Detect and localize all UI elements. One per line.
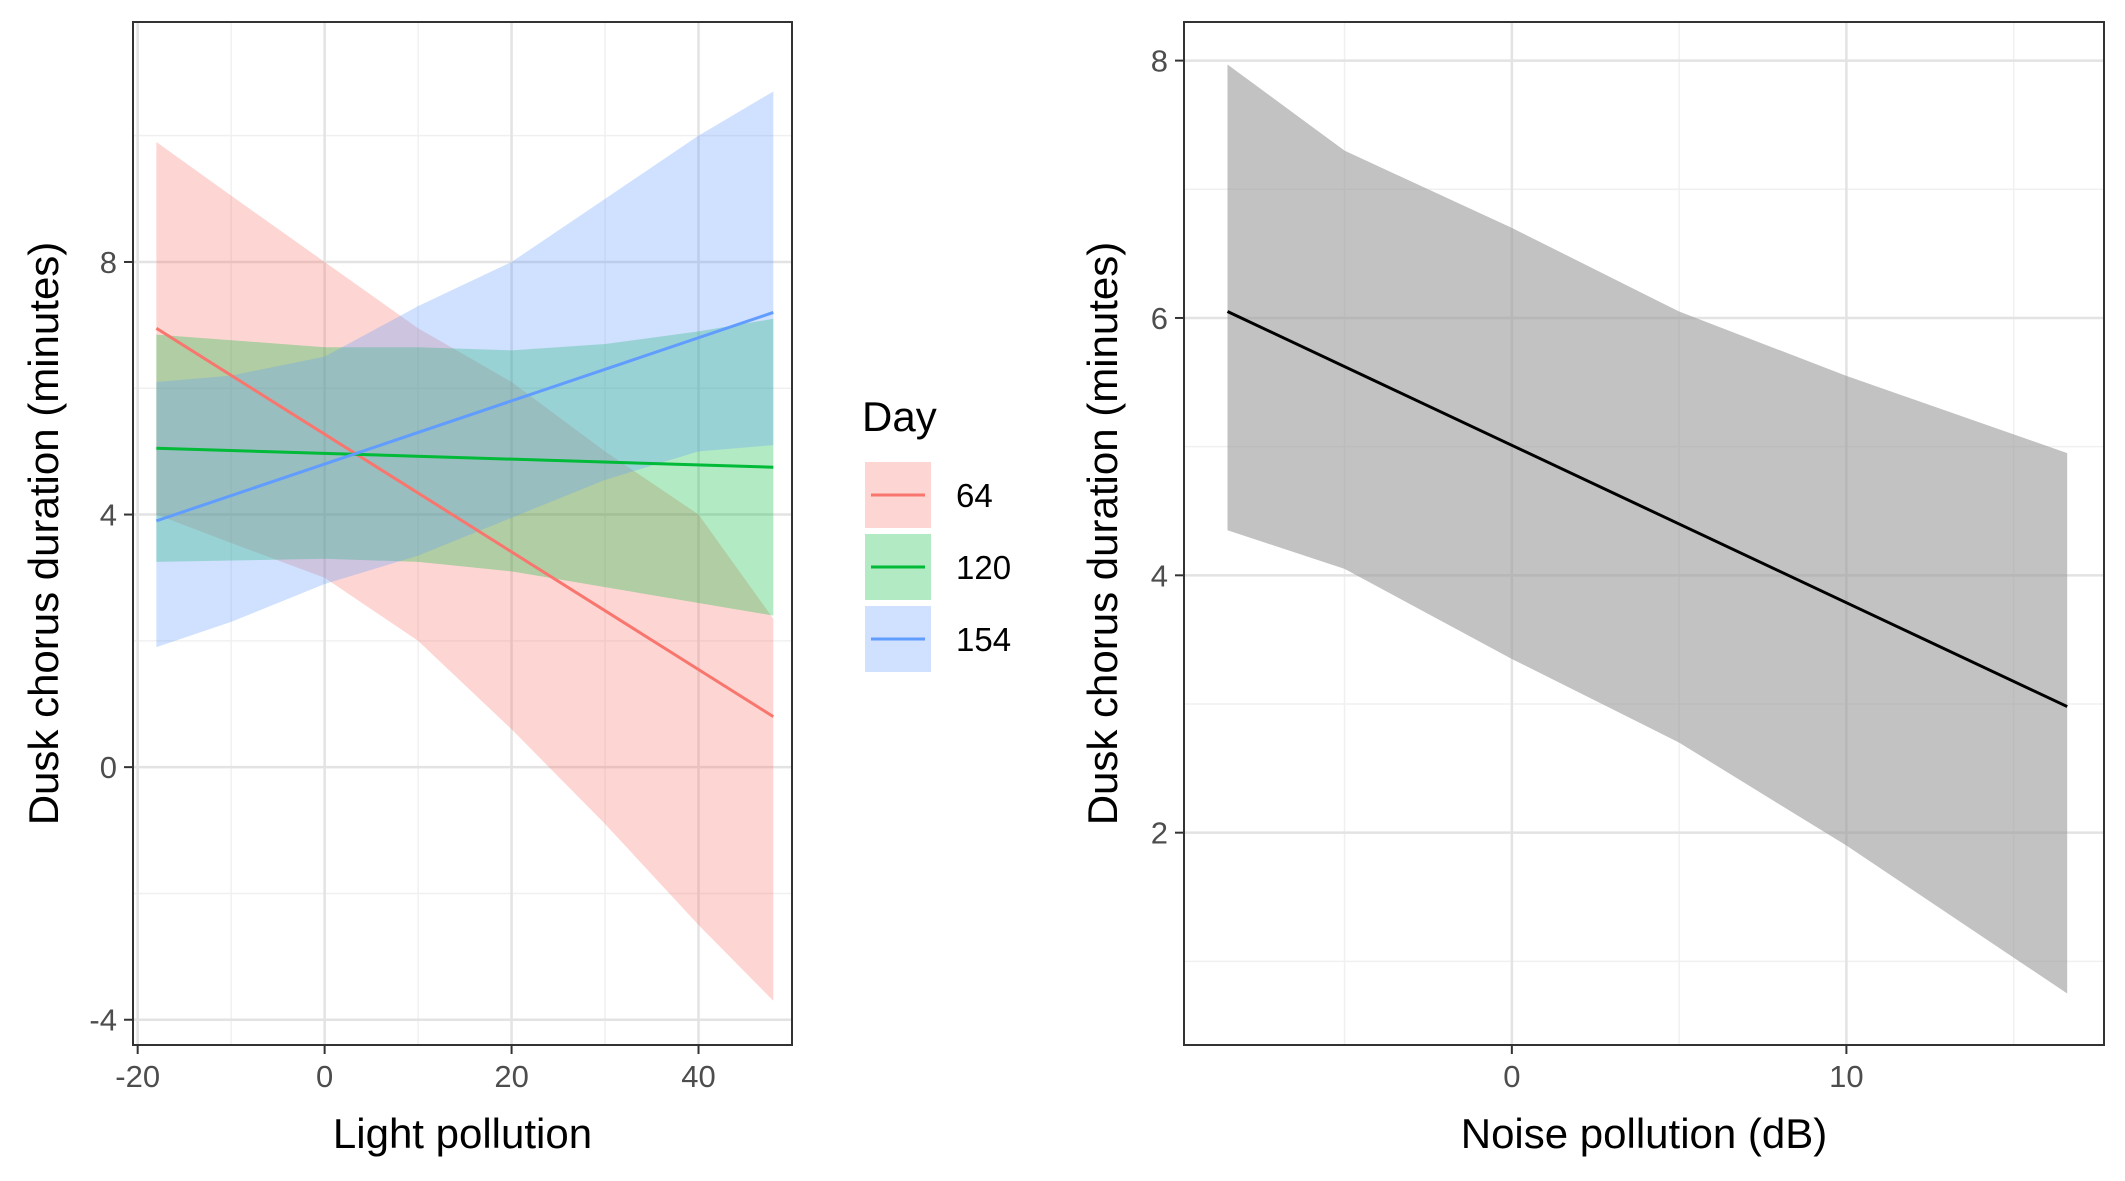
left-gridlines xyxy=(133,22,793,1045)
confidence-band-120 xyxy=(156,318,774,616)
left-fit-lines xyxy=(155,311,775,718)
y-tick-label: 8 xyxy=(100,245,117,280)
legend-keys: 64 120 154 xyxy=(865,462,1011,672)
y-tick-label: 0 xyxy=(100,750,117,785)
right-tick-labels: 0 10 2 4 6 8 xyxy=(1151,44,1864,1094)
confidence-band-fit xyxy=(1227,64,2068,994)
y-tick-label: 8 xyxy=(1151,44,1168,79)
fit-line-154 xyxy=(155,311,774,523)
left-tick-labels: -20 0 20 40 -4 0 4 8 xyxy=(89,245,715,1094)
x-tick-label: 10 xyxy=(1829,1059,1863,1094)
right-y-axis-title: Dusk chorus duration (minutes) xyxy=(1079,242,1126,826)
x-tick-label: 0 xyxy=(1503,1059,1520,1094)
fit-line-fit xyxy=(1226,310,2068,708)
legend: Day 64 120 154 xyxy=(862,393,1011,672)
y-tick-label: 6 xyxy=(1151,301,1168,336)
left-confidence-bands xyxy=(156,91,774,1001)
y-tick-label: 4 xyxy=(1151,558,1168,593)
confidence-band-154 xyxy=(156,91,774,648)
fit-line-120 xyxy=(156,446,774,469)
legend-label-154: 154 xyxy=(956,621,1011,658)
legend-label-64: 64 xyxy=(956,477,993,514)
right-fit-lines xyxy=(1226,310,2068,708)
left-y-axis-title: Dusk chorus duration (minutes) xyxy=(20,242,67,826)
y-tick-label: 2 xyxy=(1151,816,1168,851)
x-tick-label: 40 xyxy=(681,1059,715,1094)
confidence-band-64 xyxy=(156,141,774,1001)
right-x-axis-title: Noise pollution (dB) xyxy=(1461,1110,1828,1157)
y-tick-label: -4 xyxy=(89,1003,117,1038)
left-plot-frame xyxy=(132,21,793,1046)
fit-line-64 xyxy=(155,326,775,718)
legend-title: Day xyxy=(862,393,937,440)
right-panel: 0 10 2 4 6 8 Noise pollution (dB) Dusk chorus… xyxy=(1079,21,2105,1157)
x-tick-label: -20 xyxy=(115,1059,160,1094)
x-tick-label: 0 xyxy=(316,1059,333,1094)
left-x-axis-title: Light pollution xyxy=(333,1110,592,1157)
legend-label-120: 120 xyxy=(956,549,1011,586)
left-panel: -20 0 20 40 -4 0 4 8 Light pollution Dusk choru… xyxy=(20,21,793,1157)
right-confidence-bands xyxy=(1227,64,2068,994)
right-plot-frame xyxy=(1183,21,2105,1046)
y-tick-label: 4 xyxy=(100,498,117,533)
x-tick-label: 20 xyxy=(494,1059,528,1094)
